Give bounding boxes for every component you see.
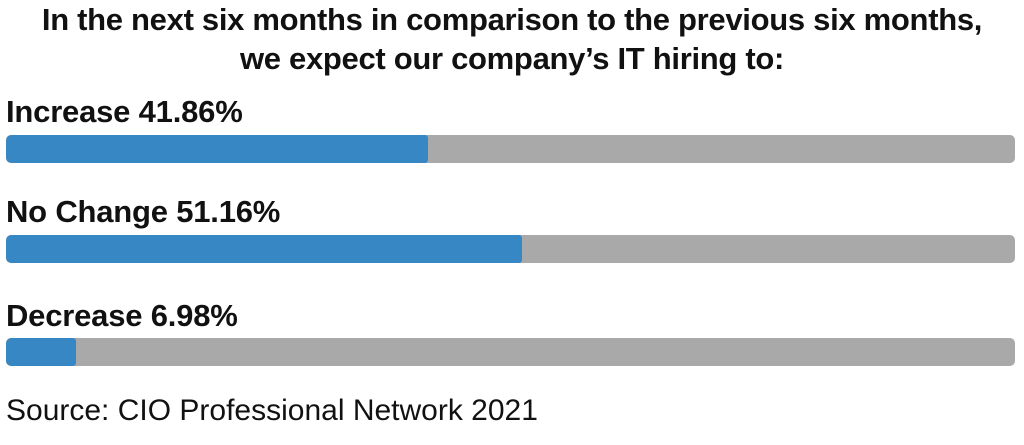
chart-title-line-1: In the next six months in comparison to … <box>41 2 983 37</box>
bar-track-increase <box>6 135 1015 163</box>
bar-decrease <box>6 338 77 366</box>
bar-track-no-change <box>6 235 1015 263</box>
bar-label-increase: Increase 41.86% <box>6 94 243 129</box>
bar-label-decrease: Decrease 6.98% <box>6 298 238 333</box>
bar-no-change <box>6 235 523 263</box>
bar-label-no-change: No Change 51.16% <box>6 194 281 229</box>
bar-increase <box>6 135 429 163</box>
source-note: Source: CIO Professional Network 2021 <box>6 394 538 427</box>
chart-title-line-2: we expect our company’s IT hiring to: <box>239 41 785 76</box>
bar-track-decrease <box>6 338 1015 366</box>
